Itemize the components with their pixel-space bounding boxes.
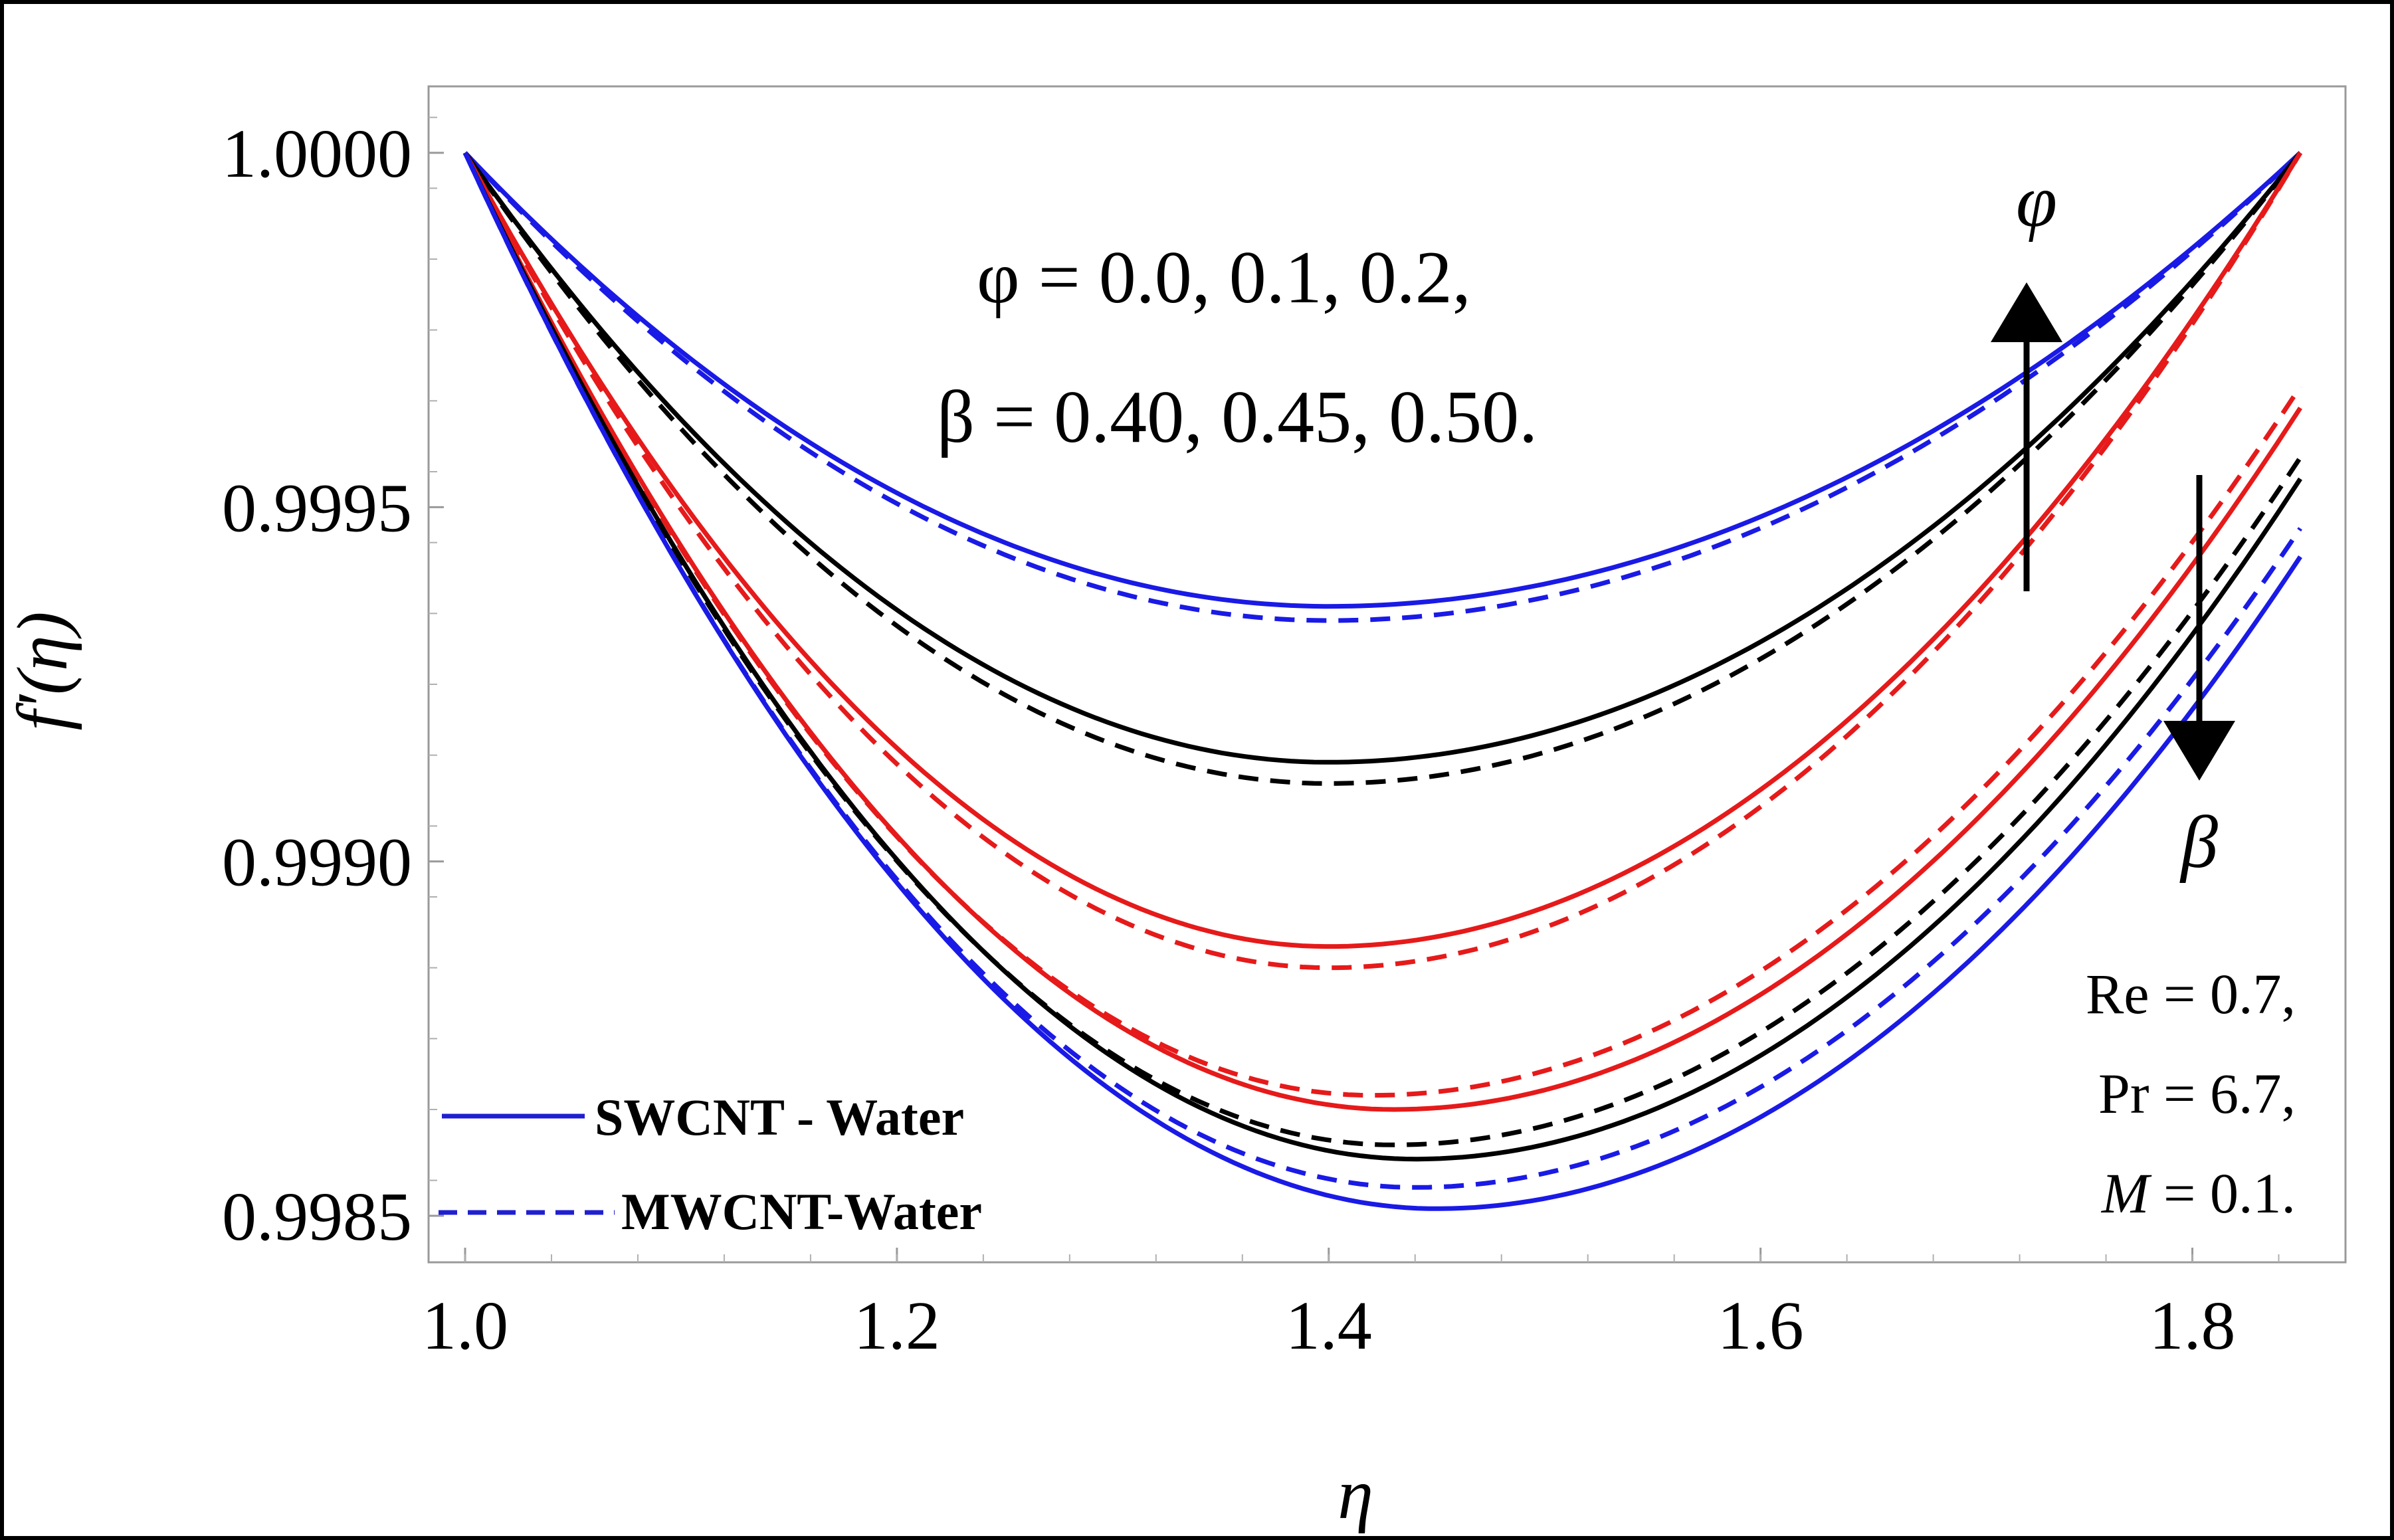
series-line-beta-7: [462, 151, 2302, 1112]
series-line-phi-4: [462, 151, 2302, 949]
series-line-beta-9: [462, 151, 2302, 1162]
x-tick-label: 1.8: [2149, 1288, 2236, 1364]
ticks-layer: 1.0 1.2 1.4 1.6 1.8 1.0000 0.9995 0.9990 0.9985: [222, 116, 2280, 1364]
legend-label-swcnt: SWCNT - Water: [595, 1088, 964, 1146]
x-tick-label: 1.6: [1718, 1288, 1804, 1364]
x-tick-label: 1.4: [1286, 1288, 1372, 1364]
x-tick-label: 1.0: [422, 1288, 508, 1364]
legend-label-mwcnt: MWCNT-Water: [621, 1183, 982, 1240]
pr-annotation: Pr = 6.7,: [2098, 1062, 2296, 1125]
y-axis-label: f′(η): [3, 611, 82, 730]
beta-values-annotation: β = 0.40, 0.45, 0.50.: [937, 376, 1538, 458]
curves-layer: [462, 151, 2303, 1211]
series-line-phi-1: [463, 151, 2302, 623]
y-tick-label: 0.9985: [222, 1179, 412, 1255]
series-line-phi-2: [463, 151, 2302, 765]
legend: SWCNT - Water MWCNT-Water: [439, 1088, 982, 1240]
beta-arrow-label: β: [2179, 801, 2218, 884]
plot-frame: [427, 85, 2347, 1264]
series-line-beta-8: [462, 151, 2302, 1147]
series-line-phi-3: [463, 151, 2302, 786]
phi-arrow-label: φ: [2016, 160, 2057, 242]
m-annotation: M = 0.1.: [2100, 1161, 2296, 1225]
x-tick-label: 1.2: [854, 1288, 940, 1364]
re-annotation: Re = 0.7,: [2086, 962, 2296, 1026]
y-tick-label: 0.9995: [222, 470, 412, 546]
phi-values-annotation: φ = 0.0, 0.1, 0.2,: [977, 237, 1471, 319]
series-line-phi-0: [463, 151, 2302, 609]
y-tick-label: 1.0000: [222, 116, 412, 192]
y-tick-label: 0.9990: [222, 824, 412, 901]
series-line-beta-11: [462, 151, 2302, 1211]
x-axis-label: η: [1338, 1455, 1373, 1534]
series-line-phi-5: [462, 151, 2303, 971]
